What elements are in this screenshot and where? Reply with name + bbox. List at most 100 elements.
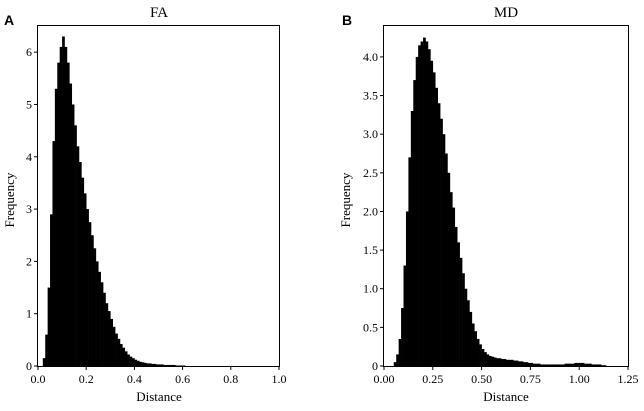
histogram-bar bbox=[454, 226, 458, 366]
histogram-bar bbox=[498, 358, 502, 366]
x-tick-label: 0.8 bbox=[223, 372, 238, 386]
histogram-bar bbox=[532, 363, 536, 366]
panel-a-title: FA bbox=[150, 5, 168, 21]
histogram-bar bbox=[513, 360, 517, 366]
histogram-bar bbox=[100, 282, 104, 366]
histogram-bar bbox=[462, 273, 465, 366]
histogram-bar bbox=[542, 364, 546, 366]
panel-a-axes: 0.0 0.2 0.4 0.6 0.8 1.0 0 1 2 3 4 5 6 bbox=[26, 45, 287, 386]
histogram-bar bbox=[396, 354, 399, 366]
histogram-bar bbox=[552, 364, 556, 366]
histogram-bar bbox=[530, 362, 534, 366]
histogram-bar bbox=[64, 46, 68, 367]
histogram-bar bbox=[177, 365, 181, 366]
histogram-bar bbox=[427, 49, 431, 367]
histogram-bar bbox=[525, 362, 529, 366]
histogram-bar bbox=[476, 338, 480, 366]
histogram-bar bbox=[170, 364, 174, 366]
histogram-bar bbox=[139, 361, 142, 366]
histogram-bar bbox=[501, 359, 504, 366]
panel-b: B MD Distance Frequency 0.00 0.25 0.50 0.75… bbox=[338, 5, 639, 404]
histogram-bar bbox=[144, 362, 147, 366]
histogram-bar bbox=[180, 365, 183, 366]
histogram-bar bbox=[52, 141, 56, 366]
histogram-bar bbox=[91, 235, 94, 366]
histogram-bar bbox=[163, 364, 167, 366]
histogram-bar bbox=[401, 308, 404, 366]
histogram-bar bbox=[437, 103, 441, 367]
histogram-bar bbox=[491, 356, 495, 366]
histogram-bar bbox=[74, 125, 77, 366]
histogram-bar bbox=[579, 362, 582, 366]
panel-a-bars bbox=[42, 36, 186, 367]
histogram-bar bbox=[523, 362, 526, 366]
y-tick-label: 1 bbox=[26, 307, 32, 321]
histogram-bar bbox=[119, 344, 123, 366]
x-tick-label: 0.75 bbox=[520, 372, 541, 386]
histogram-bar bbox=[62, 36, 65, 367]
histogram-bar bbox=[66, 62, 70, 367]
histogram-bar bbox=[153, 363, 157, 366]
histogram-bar bbox=[471, 323, 475, 366]
histogram-bar bbox=[410, 111, 414, 366]
panel-a-ylabel: Frequency bbox=[2, 172, 17, 227]
histogram-bar bbox=[598, 364, 602, 366]
histogram-bar bbox=[403, 265, 407, 366]
histogram-bar bbox=[95, 261, 99, 366]
histogram-bar bbox=[540, 364, 543, 366]
histogram-bar bbox=[103, 292, 106, 366]
histogram-bar bbox=[601, 365, 604, 366]
histogram-bar bbox=[158, 364, 162, 366]
histogram-bar bbox=[134, 359, 138, 366]
histogram-bar bbox=[129, 356, 133, 366]
histogram-bar bbox=[141, 362, 145, 366]
x-tick-label: 0.50 bbox=[471, 372, 492, 386]
histogram-bar bbox=[423, 37, 426, 367]
histogram-bar bbox=[136, 360, 140, 366]
histogram-bar bbox=[459, 257, 463, 366]
histogram-bar bbox=[81, 177, 85, 366]
panel-b-plot-frame bbox=[383, 25, 629, 367]
histogram-bar bbox=[574, 362, 578, 366]
histogram-bar bbox=[430, 60, 434, 367]
histogram-bar bbox=[98, 271, 101, 366]
histogram-bar bbox=[567, 363, 570, 366]
histogram-bar bbox=[535, 363, 539, 366]
histogram-bar bbox=[115, 333, 118, 366]
histogram-bar bbox=[452, 207, 456, 366]
histogram-bar bbox=[486, 354, 490, 366]
histogram-bar bbox=[586, 363, 590, 366]
histogram-bar bbox=[488, 355, 492, 366]
histogram-bar bbox=[464, 288, 468, 366]
histogram-bar bbox=[510, 359, 514, 366]
histogram-bar bbox=[112, 326, 116, 366]
y-tick-label: 2.0 bbox=[363, 204, 378, 218]
histogram-bar bbox=[398, 338, 402, 366]
x-tick-label: 0.25 bbox=[422, 372, 443, 386]
histogram-bar bbox=[165, 364, 169, 366]
y-tick-label: 4 bbox=[26, 150, 32, 164]
histogram-bar bbox=[449, 192, 453, 366]
panel-b-bars bbox=[393, 37, 607, 367]
panel-a-plot-frame bbox=[37, 25, 280, 367]
x-tick-label: 0.4 bbox=[127, 372, 142, 386]
histogram-bar bbox=[545, 364, 548, 366]
histogram-bar bbox=[127, 354, 130, 366]
histogram-bar bbox=[559, 364, 563, 366]
histogram-bar bbox=[593, 364, 597, 366]
panel-b-axes: 0.00 0.25 0.50 0.75 1.00 1.25 0 0.5 1.0 1.5 2.0 2.5… bbox=[363, 50, 639, 386]
histogram-bar bbox=[71, 104, 75, 367]
y-tick-label: 2 bbox=[26, 254, 32, 268]
histogram-bar bbox=[569, 363, 573, 366]
histogram-bar bbox=[496, 358, 499, 366]
histogram-bar bbox=[168, 364, 171, 366]
histogram-bar bbox=[160, 364, 164, 366]
histogram-bar bbox=[172, 364, 176, 366]
histogram-bar bbox=[432, 72, 436, 367]
histogram-bar bbox=[445, 153, 448, 366]
histogram-bar bbox=[408, 157, 412, 366]
histogram-bar bbox=[122, 347, 126, 366]
histogram-bar bbox=[175, 365, 179, 366]
histogram-bar bbox=[564, 363, 568, 366]
histogram-bar bbox=[515, 360, 519, 366]
